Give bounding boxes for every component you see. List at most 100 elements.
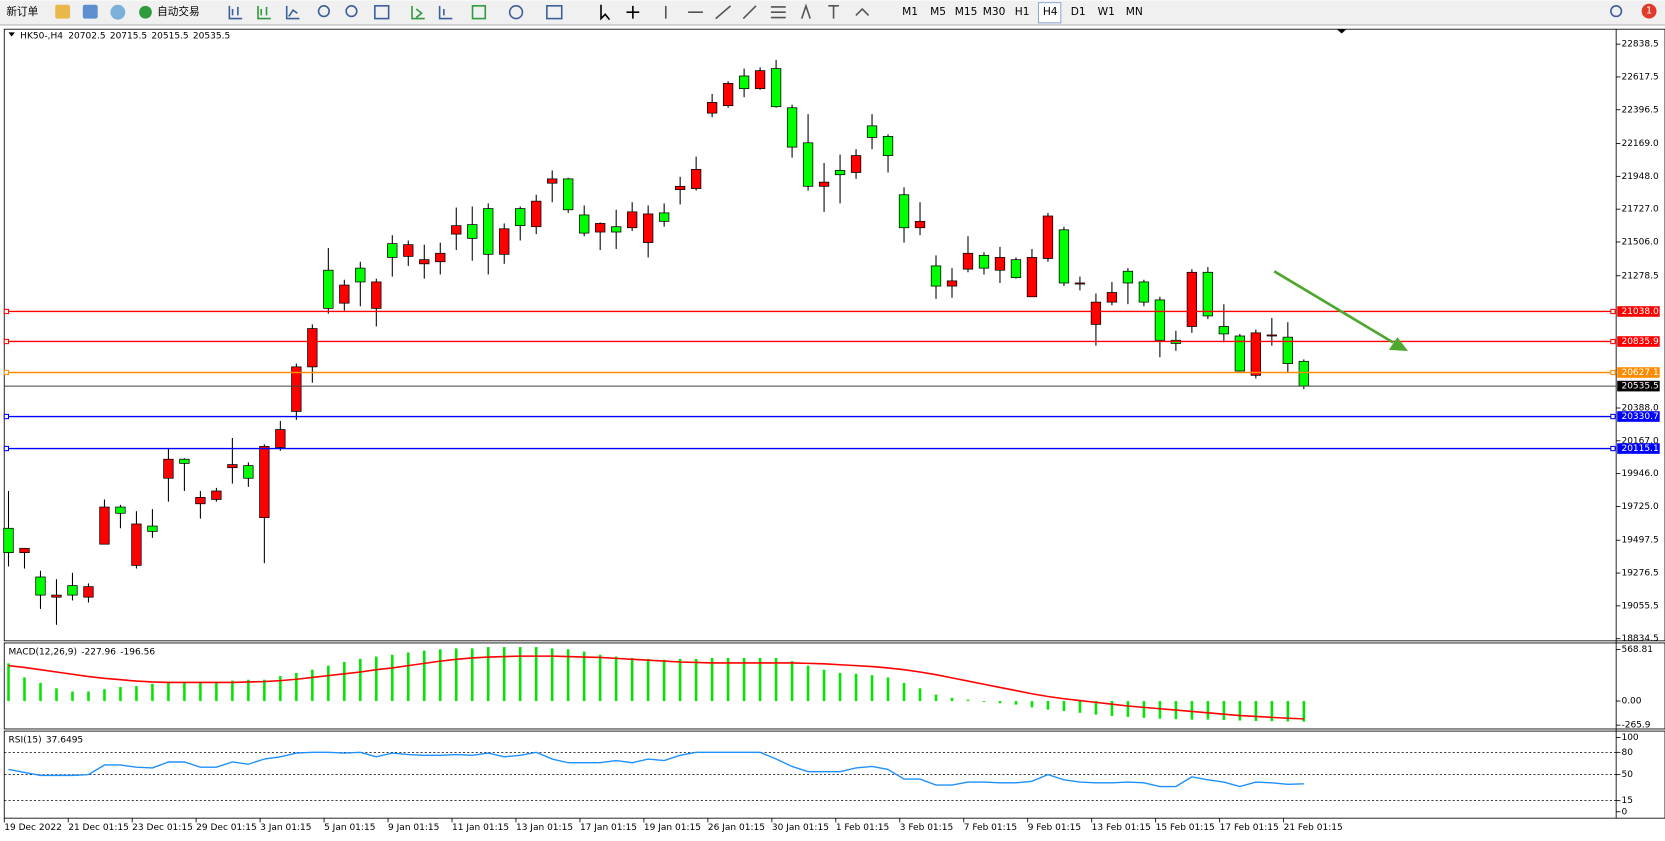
y-tick-label: 100 <box>1621 733 1638 743</box>
current-price-label: 20535.5 <box>1621 382 1658 392</box>
macd-bar <box>215 681 218 702</box>
candle-body <box>99 506 110 545</box>
trend-arrow <box>1273 270 1409 351</box>
timeframe-button[interactable]: H1 <box>1015 5 1030 18</box>
candle-body <box>403 244 414 257</box>
candle-body <box>930 265 942 287</box>
candle-body <box>1090 301 1102 325</box>
candle-body <box>531 200 542 228</box>
y-tick-label: 19725.0 <box>1621 502 1659 512</box>
macd-bar <box>550 648 554 702</box>
candle-body <box>483 208 494 255</box>
macd-bar <box>662 659 666 702</box>
macd-bar <box>295 672 298 702</box>
icon[interactable] <box>82 4 98 19</box>
macd-bar <box>582 651 586 702</box>
timeframe-button[interactable]: D1 <box>1071 5 1086 18</box>
macd-bar <box>1046 701 1050 710</box>
candle-body <box>595 223 606 233</box>
icon[interactable] <box>345 5 358 18</box>
macd-bar <box>391 654 394 702</box>
macd-bar <box>902 682 906 702</box>
icon[interactable] <box>317 5 330 18</box>
macd-bar <box>375 656 378 702</box>
x-tick-label: 5 Jan 01:15 <box>324 823 375 833</box>
candle-body <box>115 506 126 514</box>
arrow-shaft <box>1273 270 1394 344</box>
icon[interactable] <box>110 4 126 20</box>
timeframe-button[interactable]: W1 <box>1098 5 1115 18</box>
candle-body <box>51 594 62 598</box>
timeframe-button[interactable]: MN <box>1126 5 1143 18</box>
candle-body <box>994 257 1006 271</box>
macd-bar <box>854 673 858 702</box>
x-tick-label: 1 Feb 01:15 <box>836 823 889 833</box>
y-tick-label: 15 <box>1621 796 1632 806</box>
candle-body <box>1026 257 1038 298</box>
candle-body <box>1042 215 1054 259</box>
timeframe-button[interactable]: H4 <box>1043 5 1058 18</box>
arrow-head <box>1388 337 1409 351</box>
candle-body <box>355 267 366 283</box>
y-tick-label: 21727.0 <box>1621 205 1659 215</box>
macd-bar <box>167 681 170 702</box>
icon[interactable] <box>546 5 563 20</box>
candle-body <box>1138 281 1150 303</box>
candle-body <box>1074 282 1086 285</box>
level-handle <box>1610 308 1616 315</box>
icon[interactable] <box>626 5 640 19</box>
icon[interactable] <box>55 4 71 19</box>
candle-body <box>1218 326 1230 335</box>
timeframe-button[interactable]: M30 <box>983 5 1006 18</box>
level-label-bg <box>1617 443 1660 454</box>
candle-body <box>563 178 574 211</box>
icon[interactable] <box>600 4 611 21</box>
macd-bar <box>151 683 154 702</box>
header-high: 20715.5 <box>110 31 147 41</box>
icon[interactable] <box>411 5 425 20</box>
candle-body <box>1154 299 1166 341</box>
y-tick-label: 21948.0 <box>1621 172 1659 182</box>
icon[interactable] <box>664 5 786 20</box>
icon[interactable] <box>228 5 243 20</box>
icon[interactable] <box>257 5 271 20</box>
macd-bar <box>502 647 506 702</box>
candle-body <box>371 281 382 309</box>
y-tick-label: -265.9 <box>1621 721 1650 731</box>
macd-bar <box>822 669 826 702</box>
auto-trading-icon[interactable] <box>139 5 152 19</box>
icon[interactable] <box>800 3 870 19</box>
new-order-button[interactable]: 新订单 <box>6 5 38 18</box>
level-handle <box>3 338 10 345</box>
level-handle <box>3 369 10 376</box>
y-tick-label: 568.81 <box>1621 645 1653 655</box>
rsi-value: 37.6495 <box>46 735 83 745</box>
timeframe-button[interactable]: M15 <box>955 5 978 18</box>
candle-body <box>1250 332 1261 376</box>
notification-badge[interactable] <box>1641 3 1657 19</box>
level-label-bg <box>1617 367 1660 378</box>
timeframe-button[interactable]: M1 <box>902 5 918 18</box>
x-tick-label: 11 Jan 01:15 <box>452 823 509 833</box>
x-tick-label: 13 Feb 01:15 <box>1092 823 1151 833</box>
macd-bar <box>327 665 330 702</box>
candle-body <box>1234 335 1246 372</box>
level-handle <box>1610 338 1616 345</box>
timeframe-button[interactable]: M5 <box>930 5 946 18</box>
macd-bar <box>23 677 26 702</box>
header-low: 20515.5 <box>151 31 188 41</box>
icon[interactable] <box>285 5 300 20</box>
macd-bar <box>486 647 490 702</box>
x-tick-label: 19 Dec 2022 <box>4 823 62 833</box>
icon[interactable] <box>508 5 524 20</box>
x-tick-label: 7 Feb 01:15 <box>964 823 1017 833</box>
search-icon[interactable] <box>1610 5 1623 18</box>
macd-bar <box>1078 701 1082 713</box>
icon[interactable] <box>438 5 453 20</box>
candle-body <box>962 252 974 270</box>
icon[interactable] <box>471 5 487 20</box>
macd-bar <box>7 663 10 702</box>
auto-trading-button[interactable]: 自动交易 <box>157 5 199 18</box>
icon[interactable] <box>374 5 390 20</box>
macd-bar <box>966 699 970 702</box>
